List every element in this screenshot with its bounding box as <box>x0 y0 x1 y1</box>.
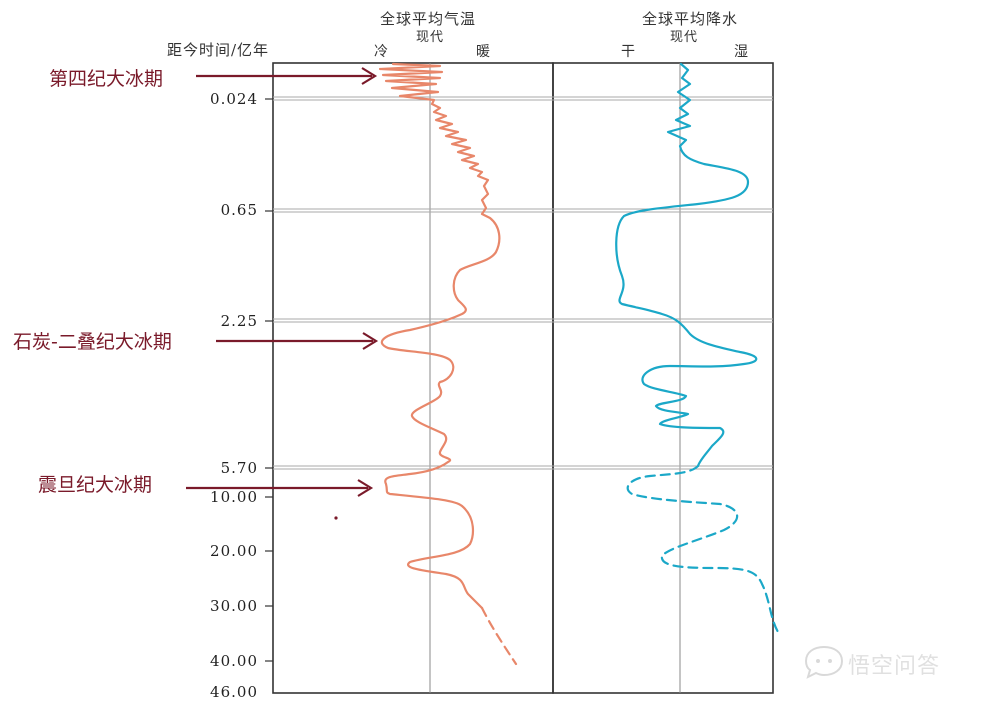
watermark-text: 悟空问答 <box>848 654 940 679</box>
arrowhead-icon <box>361 67 378 85</box>
tick-label: 20.00 <box>210 542 258 560</box>
precipitation-panel-frame <box>552 62 774 694</box>
temperature-modern-label: 现代 <box>416 30 444 45</box>
temperature-curve-dashed <box>480 606 518 666</box>
chat-bubble-icon <box>804 645 844 679</box>
tick-label: 46.00 <box>210 683 258 701</box>
tick-label: 40.00 <box>210 652 258 670</box>
arrowhead-icon <box>357 479 374 497</box>
precipitation-panel-title: 全球平均降水 <box>642 10 738 28</box>
stray-mark <box>334 516 338 520</box>
tick-label: 0.65 <box>221 201 258 219</box>
y-axis-label: 距今时间/亿年 <box>167 41 269 59</box>
tick-label: 2.25 <box>221 312 258 330</box>
annotation-carboniferous-permian-label: 石炭-二叠纪大冰期 <box>13 331 172 353</box>
temperature-panel-title: 全球平均气温 <box>380 10 476 28</box>
tick-label: 0.024 <box>210 90 258 108</box>
annotation-sinian: 震旦纪大冰期 <box>38 474 374 497</box>
annotation-quaternary: 第四纪大冰期 <box>49 67 378 90</box>
precipitation-modern-label: 现代 <box>670 30 698 45</box>
gridlines <box>273 96 773 470</box>
annotation-sinian-label: 震旦纪大冰期 <box>38 474 152 496</box>
tick-label: 5.70 <box>221 459 258 477</box>
temperature-panel-frame <box>272 62 554 694</box>
y-axis-tick-labels: 0.024 0.65 2.25 5.70 10.00 20.00 30.00 4… <box>210 90 258 701</box>
temperature-curve <box>378 62 501 610</box>
arrowhead-icon <box>362 332 379 350</box>
annotation-quaternary-label: 第四纪大冰期 <box>49 68 163 90</box>
precipitation-dry-label: 干 <box>621 44 635 60</box>
precipitation-curve-dashed <box>626 464 780 634</box>
y-axis-tick-marks <box>265 98 273 662</box>
tick-label: 30.00 <box>210 597 258 615</box>
watermark: 悟空问答 <box>804 645 940 679</box>
tick-label: 10.00 <box>210 488 258 506</box>
temperature-warm-label: 暖 <box>476 44 490 60</box>
temperature-cold-label: 冷 <box>374 44 388 60</box>
precipitation-curve <box>615 62 758 468</box>
annotation-carboniferous-permian: 石炭-二叠纪大冰期 <box>13 331 379 353</box>
precipitation-wet-label: 湿 <box>734 44 748 60</box>
